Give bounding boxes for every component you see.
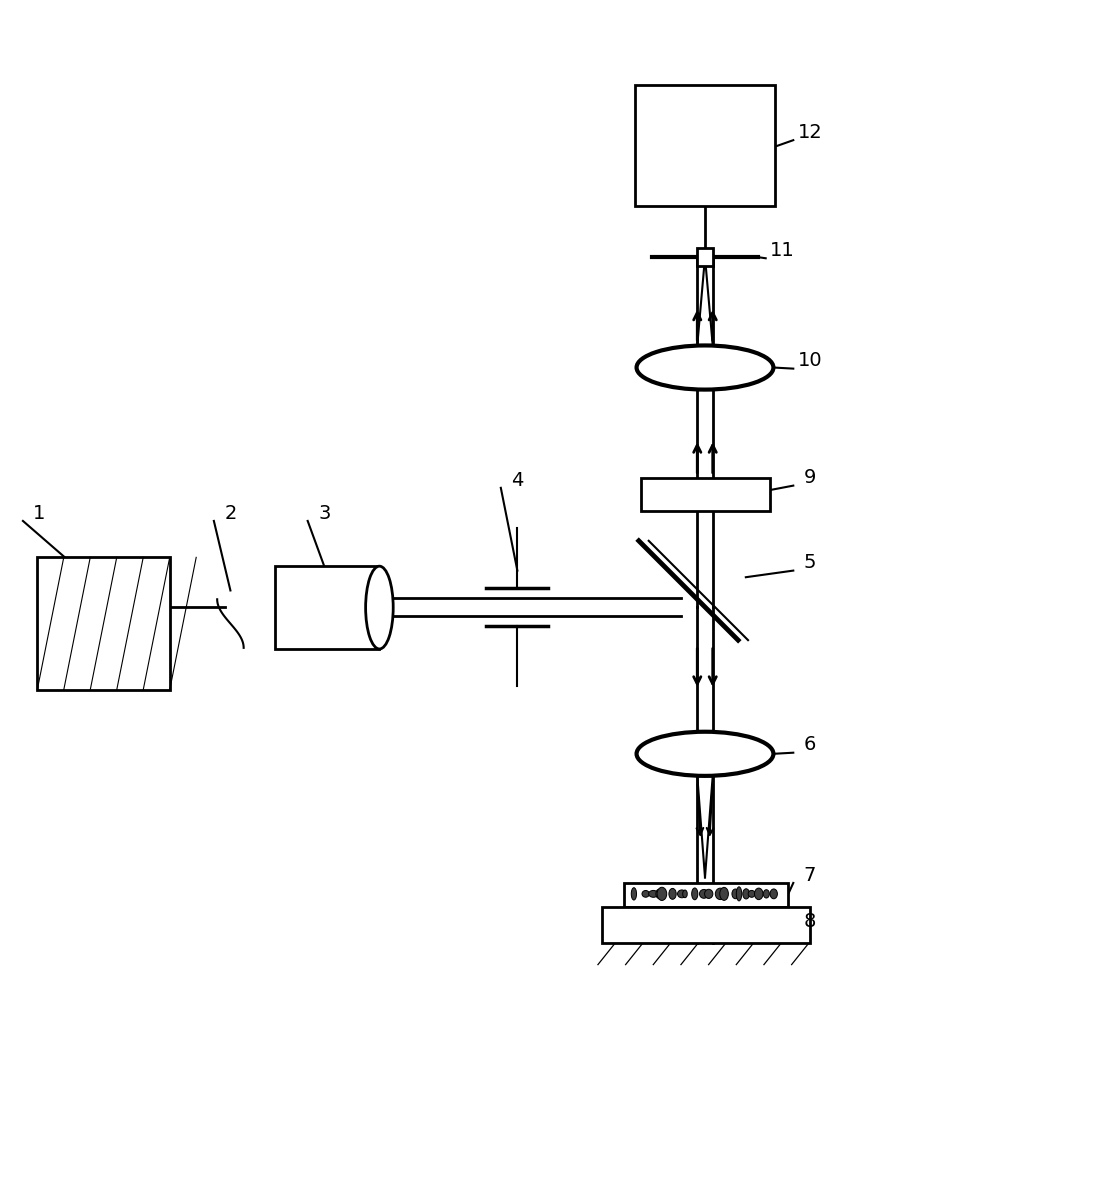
Bar <box>603 907 810 942</box>
Text: 12: 12 <box>797 123 822 142</box>
Bar <box>641 478 771 511</box>
Ellipse shape <box>692 888 698 900</box>
Text: 11: 11 <box>770 241 795 260</box>
Ellipse shape <box>719 888 728 900</box>
Ellipse shape <box>677 890 686 897</box>
Text: 9: 9 <box>804 468 816 487</box>
Ellipse shape <box>755 888 763 900</box>
Ellipse shape <box>683 890 687 897</box>
Ellipse shape <box>748 890 755 897</box>
Ellipse shape <box>642 890 649 897</box>
Text: 2: 2 <box>225 504 237 523</box>
Bar <box>625 883 787 907</box>
Ellipse shape <box>636 345 774 390</box>
Ellipse shape <box>771 889 777 899</box>
Text: 4: 4 <box>512 470 524 490</box>
Ellipse shape <box>632 888 636 900</box>
Ellipse shape <box>366 567 394 648</box>
Ellipse shape <box>732 889 738 899</box>
Bar <box>275 567 379 648</box>
Bar <box>38 557 170 689</box>
Ellipse shape <box>705 889 713 899</box>
Ellipse shape <box>669 889 676 900</box>
Bar <box>697 248 713 266</box>
Ellipse shape <box>656 889 661 899</box>
Text: 8: 8 <box>804 912 816 931</box>
Ellipse shape <box>736 887 742 901</box>
Ellipse shape <box>763 890 770 897</box>
Text: 10: 10 <box>797 351 822 371</box>
Text: 7: 7 <box>804 866 816 884</box>
Ellipse shape <box>743 889 749 899</box>
Text: 3: 3 <box>318 504 330 523</box>
Ellipse shape <box>648 890 658 897</box>
Bar <box>635 85 775 207</box>
Text: 6: 6 <box>804 735 816 754</box>
Ellipse shape <box>699 889 708 899</box>
Ellipse shape <box>715 888 725 900</box>
Ellipse shape <box>636 731 774 776</box>
Ellipse shape <box>657 888 667 901</box>
Text: 5: 5 <box>804 553 816 573</box>
Text: 1: 1 <box>33 504 46 523</box>
